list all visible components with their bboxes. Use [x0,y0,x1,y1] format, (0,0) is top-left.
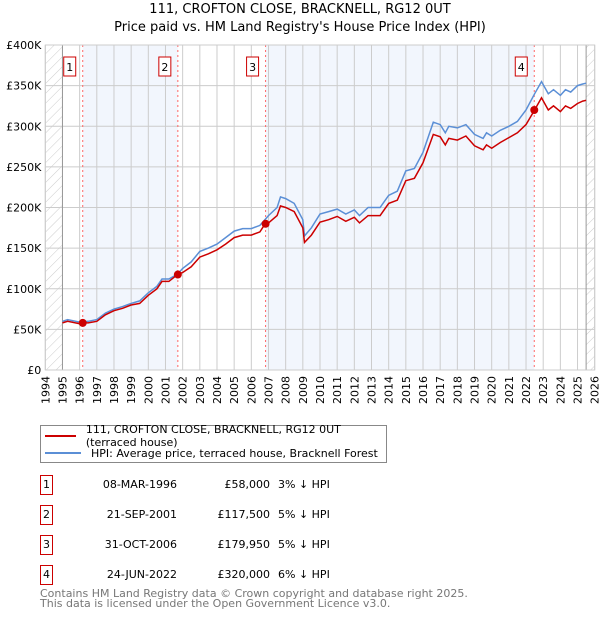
legend: 111, CROFTON CLOSE, BRACKNELL, RG12 0UT … [40,423,387,463]
sale-point [173,270,182,279]
x-tick-label: 2017 [434,376,447,404]
x-tick-label: 2026 [589,376,600,404]
sale-label-box [246,56,260,77]
chart-title: 111, CROFTON CLOSE, BRACKNELL, RG12 0UT [149,2,451,17]
legend-swatch-blue [45,452,81,454]
sale-point [261,219,270,228]
x-tick-label: 2013 [366,376,379,404]
x-tick-label: 1995 [56,376,69,404]
legend-label: HPI: Average price, terraced house, Brac… [91,446,378,460]
sale-price: £320,000 [217,568,271,581]
y-tick-label: £100K [6,283,42,296]
sale-date: 08-MAR-1996 [102,478,177,491]
x-tick-label: 2006 [245,376,258,404]
sale-badge: 4 [40,565,53,585]
sale-label-box [63,56,77,77]
legend-item-property: 111, CROFTON CLOSE, BRACKNELL, RG12 0UT … [45,423,386,449]
legend-swatch-red [45,435,76,437]
table-row: 3 31-OCT-2006 £179,950 5% ↓ HPI [40,535,440,555]
x-tick-label: 2001 [159,376,172,404]
property-price-line [62,96,587,325]
legend-item-hpi: HPI: Average price, terraced house, Brac… [45,445,378,461]
sale-label-box [158,56,172,77]
x-tick-label: 2007 [262,376,275,404]
footer-line: Contains HM Land Registry data © Crown c… [40,587,468,600]
x-tick-label: 1994 [39,376,52,404]
legend-label: 111, CROFTON CLOSE, BRACKNELL, RG12 0UT … [85,423,341,449]
sale-badge: 1 [40,475,53,495]
hpi-line [62,80,587,323]
x-tick-label: 1996 [74,376,87,404]
chart-subtitle: Price paid vs. HM Land Registry's House … [114,20,486,35]
x-tick-label: 2008 [280,376,293,404]
sale-point [530,106,539,114]
sale-label: 1 [66,61,73,74]
y-tick-label: £400K [6,39,42,52]
x-tick-label: 1998 [108,376,121,404]
sale-price: £117,500 [217,508,271,521]
x-tick-label: 2020 [486,376,499,404]
x-tick-label: 2004 [211,376,224,404]
sale-date: 31-OCT-2006 [104,538,177,551]
x-tick-label: 2011 [331,376,344,404]
x-tick-label: 2003 [194,376,207,404]
x-tick-label: 2023 [537,376,550,404]
footer-line: This data is licensed under the Open Gov… [40,597,391,610]
y-tick-label: £300K [6,120,42,133]
plot-border [44,44,596,371]
table-row: 1 08-MAR-1996 £58,000 3% ↓ HPI [40,475,440,495]
sale-hpi-diff: 6% ↓ HPI [278,568,330,581]
x-tick-label: 2018 [451,376,464,404]
x-tick-label: 2002 [177,376,190,404]
sale-label: 4 [518,61,525,74]
x-tick-label: 2010 [314,376,327,404]
table-row: 2 21-SEP-2001 £117,500 5% ↓ HPI [40,505,440,525]
y-tick-label: £150K [6,242,42,255]
y-tick-label: £50K [13,323,42,336]
price-chart: 1994 1995 1996 1997 1998 1999 2000 2001 2002 2003… [6,39,600,404]
sale-label-box [514,56,528,77]
sale-badge: 3 [40,535,53,555]
sale-label: 3 [249,61,256,74]
y-tick-label: £0 [27,364,41,377]
x-tick-label: 2025 [572,376,585,404]
x-tick-label: 2014 [383,376,396,404]
sale-badge: 2 [40,505,53,525]
sale-date: 24-JUN-2022 [106,568,177,581]
y-tick-label: £200K [6,202,42,215]
x-tick-label: 2019 [469,376,482,404]
x-tick-label: 1997 [91,376,104,404]
x-tick-label: 1999 [125,376,138,404]
x-tick-label: 2000 [142,376,155,404]
sale-point [78,318,87,327]
sale-hpi-diff: 5% ↓ HPI [278,508,330,521]
y-tick-label: £350K [6,80,42,93]
sale-label: 2 [161,61,168,74]
sale-hpi-diff: 5% ↓ HPI [278,538,330,551]
sale-price: £58,000 [224,478,271,491]
footer: Contains HM Land Registry data © Crown c… [40,587,468,610]
x-tick-label: 2015 [400,376,413,404]
x-tick-label: 2009 [297,376,310,404]
x-tick-label: 2024 [554,376,567,404]
x-tick-label: 2021 [503,376,516,404]
table-row: 4 24-JUN-2022 £320,000 6% ↓ HPI [40,565,440,585]
x-tick-label: 2012 [348,376,361,404]
sale-hpi-diff: 3% ↓ HPI [278,478,330,491]
x-tick-label: 2022 [520,376,533,404]
x-tick-label: 2005 [228,376,241,404]
y-tick-label: £250K [6,161,42,174]
x-tick-label: 2016 [417,376,430,404]
sale-date: 21-SEP-2001 [106,508,177,521]
sale-price: £179,950 [217,538,271,551]
